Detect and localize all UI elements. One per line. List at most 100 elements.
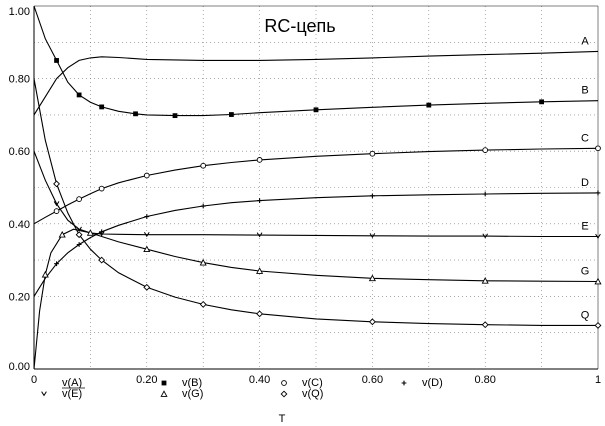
data-point-Q — [199, 300, 207, 308]
data-point-Q — [256, 310, 264, 318]
data-point-E — [76, 226, 82, 232]
legend-entry-D: v(D) — [422, 377, 443, 389]
data-point-C — [76, 196, 82, 202]
data-point-G — [594, 277, 602, 285]
series-line-A — [33, 50, 599, 116]
series-label-C: C — [581, 132, 589, 144]
series-markers — [41, 58, 602, 329]
y-tick-label: 0.60 — [9, 146, 30, 158]
series-end-labels: A B C D E G Q — [581, 35, 590, 321]
chart-title: RC-цепь — [264, 16, 335, 36]
legend-entry-C: v(C) — [302, 377, 323, 389]
series-lines — [33, 5, 599, 370]
data-point-D — [370, 193, 375, 199]
data-point-G — [368, 274, 376, 282]
data-point-D — [482, 191, 488, 197]
data-point-D — [257, 198, 262, 203]
legend-entry-G: v(G) — [182, 388, 203, 400]
series-label-D: D — [581, 177, 589, 189]
data-point-G — [143, 245, 151, 253]
x-tick-label: 0.80 — [474, 374, 495, 386]
data-point-B — [229, 112, 234, 117]
x-tick-label: 1 — [595, 374, 601, 386]
series-line-G — [33, 228, 599, 370]
data-point-C — [200, 162, 207, 169]
data-point-G — [256, 267, 264, 274]
data-point-B — [426, 102, 432, 108]
data-point-B — [172, 113, 178, 119]
y-tick-label: 1.00 — [9, 6, 30, 18]
legend-entry-E: v(E) — [62, 388, 82, 400]
series-label-Q: Q — [581, 309, 590, 321]
legend: v(A) v(B) v(C) v(D) v(E) v(G) v(Q) — [41, 377, 443, 400]
data-point-C — [143, 172, 150, 179]
data-point-D — [200, 203, 206, 209]
data-point-G — [41, 270, 49, 278]
series-label-G: G — [581, 266, 590, 278]
data-point-E — [482, 233, 489, 239]
data-point-Q — [98, 256, 106, 264]
data-point-C — [98, 185, 105, 192]
data-point-C — [595, 145, 601, 152]
data-point-G — [58, 230, 66, 238]
data-point-C — [53, 208, 60, 214]
series-line-Q — [33, 78, 598, 326]
x-axis-label: T — [279, 413, 286, 425]
data-point-Q — [53, 180, 60, 188]
data-point-D — [595, 190, 601, 196]
series-line-D — [33, 192, 599, 297]
data-point-B — [313, 107, 319, 113]
series-line-C — [33, 147, 599, 225]
data-point-G — [481, 277, 489, 284]
data-point-Q — [594, 322, 602, 329]
legend-marker-C — [281, 380, 287, 386]
data-point-E — [98, 231, 105, 237]
legend-entry-A: v(A) — [62, 377, 82, 389]
data-point-E — [53, 201, 60, 207]
data-point-Q — [481, 321, 489, 329]
legend-entry-Q: v(Q) — [302, 388, 323, 400]
data-point-C — [369, 150, 376, 157]
data-point-D — [54, 261, 59, 267]
grid — [34, 6, 598, 369]
data-point-E — [595, 233, 601, 239]
y-tick-label: 0.40 — [9, 219, 30, 231]
data-point-Q — [75, 231, 83, 239]
data-point-E — [369, 233, 376, 239]
x-tick-label: 0 — [31, 374, 37, 386]
data-point-D — [76, 242, 82, 247]
series-label-E: E — [581, 221, 588, 233]
legend-marker-G — [160, 390, 168, 397]
data-point-B — [54, 58, 59, 63]
data-point-B — [99, 104, 105, 110]
series-line-B — [33, 5, 599, 117]
legend-marker-D — [401, 380, 407, 386]
data-point-C — [256, 157, 263, 163]
data-point-E — [143, 232, 150, 238]
legend-marker-Q — [280, 390, 288, 398]
x-tick-label: 0.60 — [362, 374, 383, 386]
series-label-B: B — [581, 85, 588, 97]
x-tick-label: 0.20 — [136, 374, 157, 386]
legend-marker-E — [41, 391, 47, 397]
data-point-C — [482, 147, 489, 153]
data-point-D — [144, 214, 150, 219]
data-point-G — [86, 229, 94, 236]
series-label-A: A — [581, 35, 589, 47]
data-point-E — [256, 232, 263, 238]
legend-entry-B: v(B) — [182, 377, 202, 389]
x-tick-label: 0.40 — [249, 374, 270, 386]
data-point-Q — [368, 318, 376, 326]
y-tick-label: 0.80 — [9, 74, 30, 86]
data-point-B — [539, 99, 544, 105]
axes — [33, 5, 599, 370]
data-point-G — [199, 258, 207, 266]
data-point-B — [133, 111, 138, 117]
data-point-D — [99, 229, 105, 235]
tick-labels: 0 0.20 0.40 0.60 0.80 1 0.00 0.20 0.40 0.60 0.80 1.… — [9, 6, 601, 386]
data-point-Q — [143, 283, 151, 291]
legend-marker-B — [161, 380, 167, 386]
series-line-E — [33, 151, 598, 238]
y-tick-label: 0.00 — [9, 361, 30, 373]
